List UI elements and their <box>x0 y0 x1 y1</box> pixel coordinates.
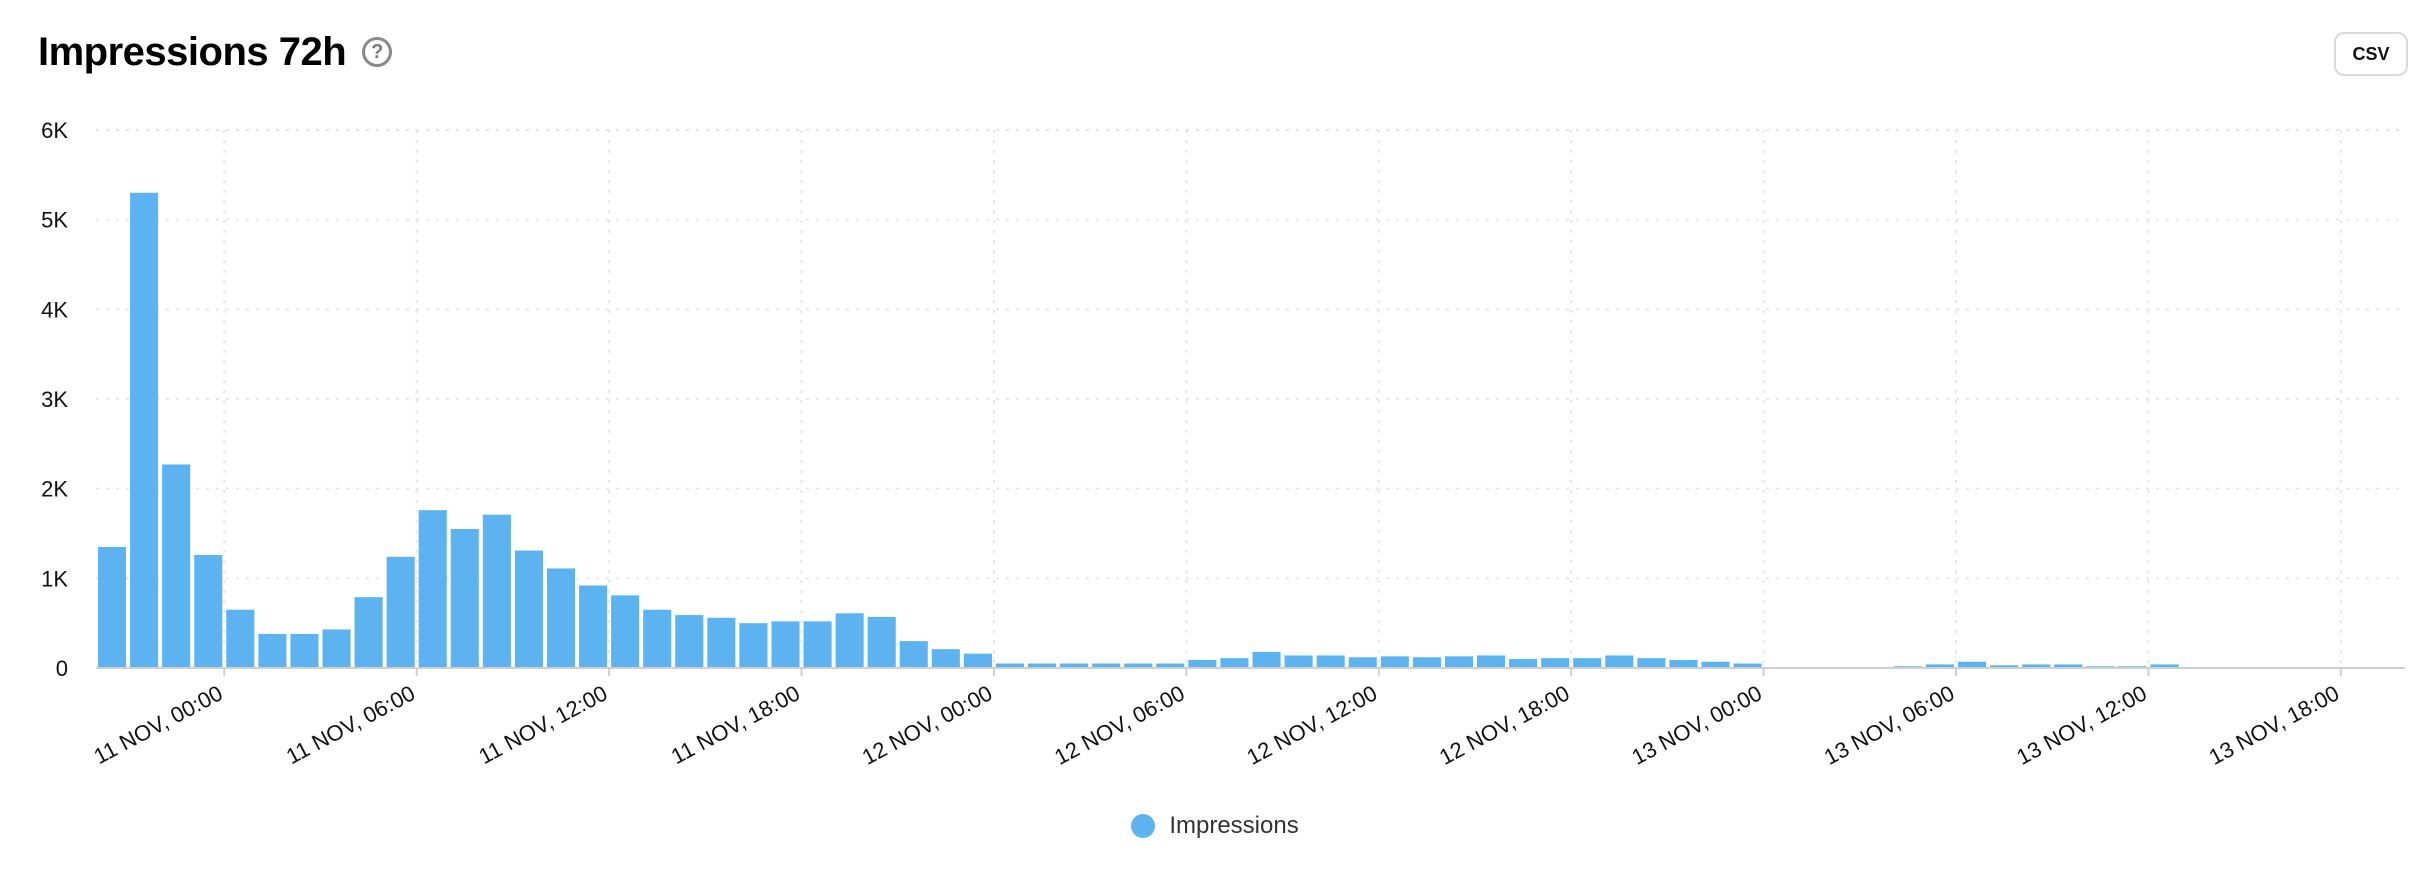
bar[interactable] <box>771 621 800 668</box>
x-tick-label: 12 NOV, 00:00 <box>858 680 996 769</box>
bar[interactable] <box>611 595 640 668</box>
x-axis: 11 NOV, 00:00 11 NOV, 06:00 11 NOV, 12:00 1… <box>90 667 2405 770</box>
bars <box>98 192 2179 668</box>
bar[interactable] <box>1637 658 1666 668</box>
bar[interactable] <box>803 621 832 668</box>
bar[interactable] <box>1156 663 1185 668</box>
legend-swatch <box>1131 814 1156 838</box>
bar[interactable] <box>899 641 928 668</box>
help-circle-icon[interactable]: ? <box>362 37 393 67</box>
bar[interactable] <box>1412 657 1441 668</box>
bar[interactable] <box>1605 655 1634 668</box>
bar[interactable] <box>1669 659 1698 668</box>
legend-label: Impressions <box>1169 812 1299 839</box>
bar[interactable] <box>162 464 191 668</box>
bar[interactable] <box>2022 664 2051 668</box>
bar[interactable] <box>1060 663 1089 668</box>
bar[interactable] <box>226 609 255 668</box>
bar[interactable] <box>1380 656 1409 668</box>
x-tick-label: 13 NOV, 12:00 <box>2012 680 2150 769</box>
bar[interactable] <box>1509 659 1538 668</box>
y-tick-label: 0 <box>56 656 68 681</box>
legend: Impressions <box>0 812 2430 840</box>
bar[interactable] <box>1252 651 1281 668</box>
bar[interactable] <box>194 555 223 668</box>
y-tick-label: 3K <box>41 387 68 412</box>
bar[interactable] <box>1990 665 2019 668</box>
x-tick-label: 11 NOV, 18:00 <box>667 680 804 769</box>
bar[interactable] <box>1476 655 1506 668</box>
bar[interactable] <box>386 556 415 668</box>
bar[interactable] <box>418 510 447 668</box>
chart-title: Impressions 72h <box>38 29 347 74</box>
bar[interactable] <box>1316 655 1345 668</box>
bar[interactable] <box>1284 655 1313 668</box>
chart-header: Impressions 72h ? <box>38 24 393 80</box>
bar[interactable] <box>98 546 127 668</box>
x-tick-label: 13 NOV, 06:00 <box>1820 680 1958 769</box>
bar[interactable] <box>1541 658 1570 668</box>
bar[interactable] <box>643 609 672 668</box>
bar[interactable] <box>963 653 992 668</box>
bar[interactable] <box>1220 658 1249 668</box>
bar[interactable] <box>1958 661 1987 668</box>
y-tick-label: 6K <box>41 118 68 143</box>
x-tick-label: 11 NOV, 12:00 <box>474 680 611 769</box>
bar[interactable] <box>2054 664 2083 668</box>
bar[interactable] <box>1573 658 1602 668</box>
y-tick-label: 2K <box>41 477 68 502</box>
bar[interactable] <box>322 629 351 668</box>
bar[interactable] <box>739 623 768 668</box>
x-tick-label: 11 NOV, 06:00 <box>282 680 419 769</box>
bar[interactable] <box>354 597 383 668</box>
x-tick-label: 12 NOV, 12:00 <box>1243 680 1381 769</box>
bar[interactable] <box>579 585 608 668</box>
bar[interactable] <box>835 613 864 668</box>
bar[interactable] <box>1028 663 1057 668</box>
bar[interactable] <box>995 663 1025 668</box>
y-axis: 0 1K 2K 3K 4K 5K 6K <box>41 118 68 681</box>
y-tick-label: 4K <box>41 297 68 322</box>
bar[interactable] <box>258 633 287 668</box>
x-tick-label: 13 NOV, 18:00 <box>2205 680 2343 769</box>
csv-export-button[interactable]: CSV <box>2334 32 2408 76</box>
y-tick-label: 5K <box>41 208 68 233</box>
bar[interactable] <box>290 633 319 668</box>
bar[interactable] <box>1701 661 1730 668</box>
bar[interactable] <box>1925 664 1955 668</box>
impressions-bar-chart: 0 1K 2K 3K 4K 5K 6K 11 NOV, 00:00 11 NOV, 06:00… <box>41 118 2405 770</box>
bar[interactable] <box>1348 657 1377 668</box>
bar[interactable] <box>514 550 543 668</box>
bar[interactable] <box>2150 664 2179 668</box>
bar[interactable] <box>1444 656 1473 668</box>
x-tick-label: 13 NOV, 00:00 <box>1628 680 1766 769</box>
bar[interactable] <box>1188 659 1217 668</box>
bar[interactable] <box>130 192 159 668</box>
bar[interactable] <box>707 617 736 668</box>
y-tick-label: 1K <box>41 566 68 591</box>
bar[interactable] <box>450 529 479 668</box>
bar[interactable] <box>931 649 960 668</box>
bar[interactable] <box>482 514 511 668</box>
bar[interactable] <box>1124 663 1153 668</box>
x-tick-label: 12 NOV, 18:00 <box>1435 680 1573 769</box>
bar[interactable] <box>867 616 896 668</box>
bar[interactable] <box>675 615 704 668</box>
bar[interactable] <box>1733 663 1762 668</box>
x-tick-label: 12 NOV, 06:00 <box>1050 680 1188 769</box>
bar[interactable] <box>1092 663 1121 668</box>
x-tick-label: 11 NOV, 00:00 <box>90 680 227 769</box>
bar[interactable] <box>546 568 576 668</box>
